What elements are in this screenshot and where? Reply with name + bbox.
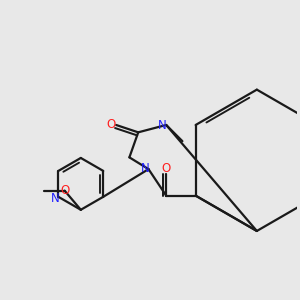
Text: O: O	[107, 118, 116, 131]
Text: N: N	[50, 192, 59, 205]
Text: N: N	[158, 119, 167, 132]
Text: O: O	[60, 184, 69, 197]
Text: N: N	[141, 162, 149, 175]
Text: O: O	[162, 162, 171, 175]
